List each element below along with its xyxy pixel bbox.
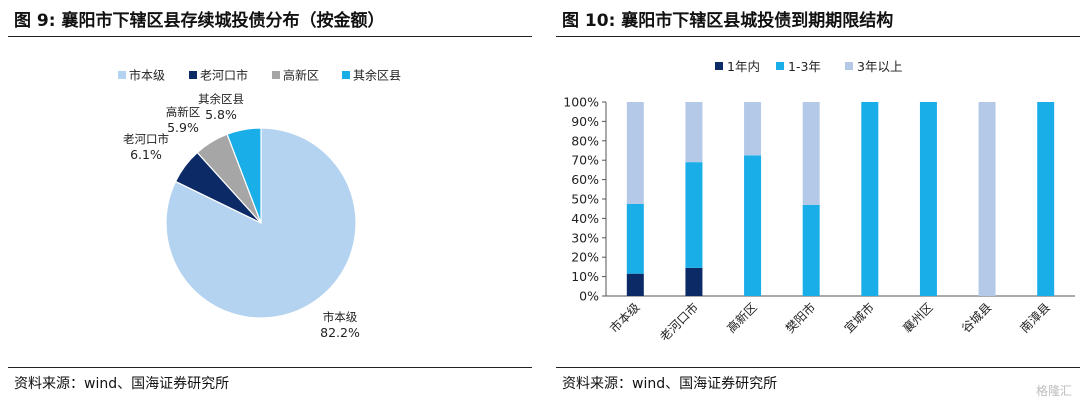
bar-segment [626,273,644,296]
pie-legend-item: 市本级 [118,68,165,83]
bar-legend-item: 1年内 [715,59,760,74]
bar-segment [685,102,703,163]
right-title-rule [556,36,1080,37]
pie-label-value: 5.8% [205,107,237,122]
pie-label-name: 老河口市 [123,132,169,146]
stacked-bar-chart: 1年内 1-3年 3年以上 0% 10% 20% 30% 40% 50% 60% 70% 80% 90%… [563,59,1075,345]
bar-segment [802,102,820,205]
pie-chart: 市本级 老河口市 高新区 其余区县市本级82.2%老河口市6.1%高新区5.9%其余区… [118,68,401,340]
y-tick-label: 0% [579,289,599,304]
right-source-rule [556,367,1080,368]
pie-legend-label: 市本级 [129,68,165,83]
y-tick-label: 40% [571,211,599,226]
pie-legend-label: 老河口市 [200,68,248,83]
pie-label-value: 82.2% [320,325,360,340]
y-tick-label: 50% [571,192,599,207]
pie-legend-label: 其余区县 [353,68,401,83]
bar-segment [978,102,996,296]
bar-segment [744,102,762,156]
bar-segment [626,102,644,204]
bar-legend-label: 3年以上 [857,59,902,74]
left-source-text: 资料来源：wind、国海证券研究所 [14,376,230,392]
pie-legend-swatch [118,71,126,79]
bar-legend-label: 1年内 [727,59,760,74]
pie-slice [226,127,262,224]
bar-segment [685,162,703,268]
bar-segment [861,102,879,296]
y-tick-label: 60% [571,172,599,187]
bar-segment [685,267,703,296]
x-tick-label: 宜城市 [841,300,877,336]
pie-legend-swatch [189,71,197,79]
y-tick-label: 10% [571,269,599,284]
watermark: 格隆汇 [1035,384,1072,398]
pie-label-value: 6.1% [130,147,162,162]
pie-label-name: 市本级 [323,310,358,324]
pie-legend-item: 其余区县 [342,68,401,83]
bar-segment [744,155,762,296]
bar-legend-swatch [845,62,853,70]
pie-legend-swatch [342,71,350,79]
bar-legend-swatch [715,62,723,70]
pie-label-value: 5.9% [167,120,199,135]
x-tick-label: 樊阳市 [782,300,818,336]
pie-label-name: 高新区 [166,105,201,119]
pie-legend-item: 高新区 [272,68,319,83]
y-tick-label: 100% [563,95,599,110]
right-figure-panel: 图 10: 襄阳市下辖区县城投债到期期限结构 1年内 1-3年 3年以上 0% 10% 2… [548,0,1080,403]
x-tick-label: 南漳县 [1017,300,1053,336]
pie-legend-item: 老河口市 [189,68,248,83]
left-source-rule [8,367,532,368]
left-figure-title: 图 9: 襄阳市下辖区县存续城投债分布（按金额） [14,11,385,31]
right-source-text: 资料来源：wind、国海证券研究所 [562,376,778,392]
pie-legend-label: 高新区 [283,68,319,83]
y-tick-label: 80% [571,133,599,148]
y-tick-label: 20% [571,250,599,265]
y-tick-label: 70% [571,153,599,168]
bar-segment [626,203,644,274]
bar-segment [1037,102,1055,296]
pie-label-name: 其余区县 [198,92,244,106]
x-tick-label: 老河口市 [657,300,702,345]
x-tick-label: 市本级 [606,300,642,336]
bar-legend-label: 1-3年 [788,59,821,74]
x-tick-label: 高新区 [724,300,760,336]
y-tick-label: 30% [571,230,599,245]
x-tick-label: 谷城县 [959,300,994,335]
left-figure-panel: 图 9: 襄阳市下辖区县存续城投债分布（按金额） 市本级 老河口市 高新区 其余区县市… [0,0,532,403]
bar-segment [802,204,820,296]
right-figure-title: 图 10: 襄阳市下辖区县城投债到期期限结构 [562,11,894,31]
y-tick-label: 90% [571,114,599,129]
bar-legend-swatch [776,62,784,70]
x-tick-label: 襄州区 [899,300,935,336]
left-title-rule [8,36,532,37]
bar-legend-item: 3年以上 [845,59,902,74]
bar-legend-item: 1-3年 [776,59,821,74]
pie-legend-swatch [272,71,280,79]
bar-segment [919,102,937,296]
